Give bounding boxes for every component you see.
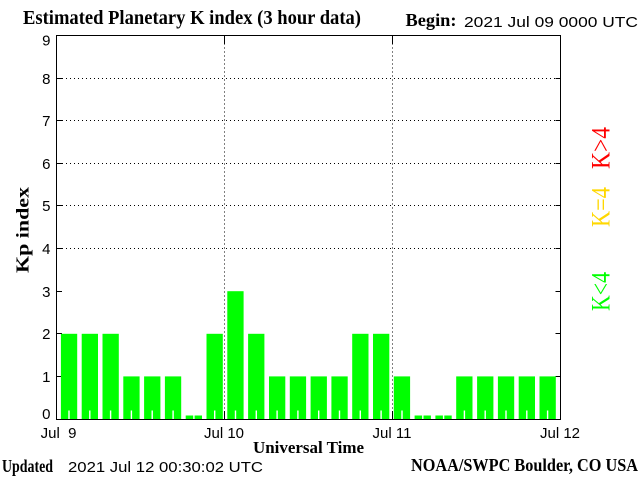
svg-text:Jul 11: Jul 11 <box>373 425 412 442</box>
svg-text:8: 8 <box>42 71 50 88</box>
svg-text:2: 2 <box>42 326 50 343</box>
svg-text:Jul 9: Jul 9 <box>41 425 77 442</box>
svg-text:3: 3 <box>42 284 50 301</box>
svg-text:Jul 10: Jul 10 <box>204 425 244 442</box>
svg-text:Universal Time: Universal Time <box>253 438 364 457</box>
svg-text:4: 4 <box>42 241 50 258</box>
svg-text:9: 9 <box>42 32 50 49</box>
svg-text:Updated: Updated <box>2 456 53 476</box>
svg-text:Estimated Planetary K index (3: Estimated Planetary K index (3 hour data… <box>23 7 361 29</box>
svg-text:1: 1 <box>42 369 50 386</box>
svg-text:2021 Jul 12 00:30:02 UTC: 2021 Jul 12 00:30:02 UTC <box>68 459 263 476</box>
svg-text:K=4: K=4 <box>587 187 616 227</box>
svg-text:7: 7 <box>42 113 50 130</box>
svg-text:6: 6 <box>42 156 50 173</box>
svg-text:2021 Jul 09 0000 UTC: 2021 Jul 09 0000 UTC <box>464 14 638 31</box>
svg-text:K>4: K>4 <box>587 127 616 169</box>
svg-text:5: 5 <box>42 198 50 215</box>
svg-text:Kp index: Kp index <box>13 187 33 273</box>
svg-text:NOAA/SWPC Boulder, CO USA: NOAA/SWPC Boulder, CO USA <box>411 455 638 475</box>
svg-text:Begin:: Begin: <box>406 10 457 30</box>
svg-text:0: 0 <box>42 406 50 423</box>
svg-text:K<4: K<4 <box>587 272 616 311</box>
svg-text:Jul 12: Jul 12 <box>540 425 580 442</box>
